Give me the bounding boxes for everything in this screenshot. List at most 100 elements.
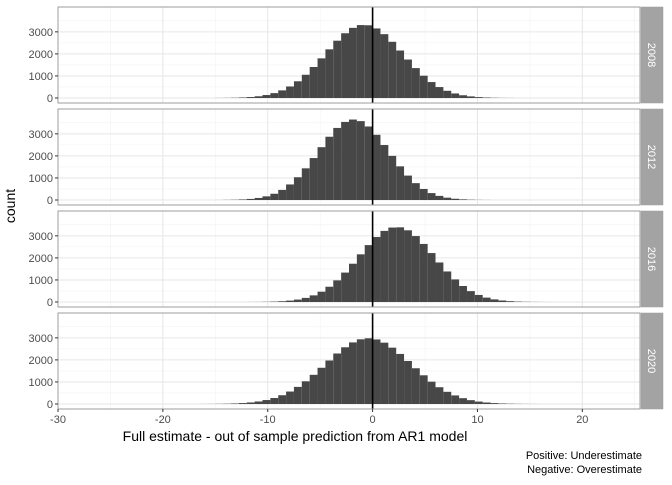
histogram-bar [459,398,467,404]
histogram-bar [380,34,388,98]
histogram-bar [420,244,428,302]
histogram-bar [412,183,420,200]
histogram-bar [341,122,349,200]
histogram-bar [506,301,514,302]
histogram-bar [286,184,294,200]
histogram-bar [365,126,373,200]
histogram-bar [436,387,444,404]
histogram-bar [388,42,396,98]
histogram-bar [451,279,459,302]
facet-strip-label: 2016 [645,247,657,271]
histogram-bar [302,381,310,404]
y-tick-label: 0 [47,297,53,309]
histogram-bar [428,382,436,404]
histogram-bar [333,354,341,404]
y-tick-label: 1000 [29,275,53,287]
histogram-bar [388,156,396,200]
histogram-bar [428,193,436,200]
histogram-bar [412,68,420,98]
histogram-bar [262,196,270,200]
histogram-bar [365,25,373,98]
histogram-bar [380,231,388,302]
histogram-bar [318,368,326,404]
histogram-bar [357,25,365,98]
histogram-bar [451,93,459,98]
histogram-bar [302,168,310,200]
histogram-bar [325,361,333,404]
histogram-bar [404,176,412,200]
histogram-bar [483,403,491,404]
histogram-bar [459,95,467,98]
y-tick-label: 2000 [29,355,53,367]
histogram-bar [325,137,333,200]
histogram-bar [302,75,310,98]
histogram-bar [239,403,247,404]
y-tick-label: 1000 [29,173,53,185]
y-tick-label: 3000 [29,129,53,141]
histogram-bar [278,395,286,404]
histogram-bar [286,301,294,302]
facet-panels: 0100020003000200801000200030002012010002… [29,7,663,411]
y-tick-label: 0 [47,195,53,207]
histogram-bar [436,262,444,302]
x-tick-label: 10 [471,414,483,426]
histogram-bar [278,90,286,98]
y-tick-label: 1000 [29,377,53,389]
histogram-bar [278,301,286,302]
histogram-bar [333,128,341,200]
histogram-bar [310,375,318,404]
histogram-bar [294,300,302,302]
histogram-bar [318,58,326,98]
facet-strip-label: 2008 [645,43,657,67]
histogram-bar [270,398,278,404]
histogram-bar [294,81,302,98]
histogram-bar [310,295,318,302]
y-tick-label: 3000 [29,333,53,345]
histogram-bar [420,375,428,404]
histogram-bar [451,199,459,200]
histogram-bar [443,271,451,302]
histogram-bar [498,301,506,302]
histogram-bar [443,198,451,200]
histogram-bar [294,387,302,404]
histogram-bar [475,97,483,98]
histogram-bar [365,338,373,404]
caption-line-negative: Negative: Overestimate [527,464,642,476]
histogram-bar [373,135,381,200]
histogram-bar [459,199,467,200]
histogram-bar [396,354,404,404]
histogram-bar [278,190,286,200]
histogram-bar [404,230,412,302]
histogram-bar [231,403,239,404]
histogram-bar [443,91,451,98]
histogram-bar [467,96,475,98]
histogram-bar [467,291,475,302]
y-tick-label: 3000 [29,231,53,243]
histogram-bar [270,194,278,200]
histogram-bar [349,264,357,302]
histogram-bar [451,395,459,404]
histogram-bar [404,361,412,404]
histogram-bar [436,196,444,200]
y-tick-label: 3000 [29,27,53,39]
histogram-bar [428,253,436,302]
facet-strip-label: 2012 [645,145,657,169]
histogram-bar [475,295,483,302]
y-tick-label: 2000 [29,49,53,61]
x-axis-title: Full estimate - out of sample prediction… [123,428,468,444]
histogram-bar [349,342,357,404]
histogram-bar [357,254,365,302]
histogram-bar [262,95,270,98]
histogram-bar [302,298,310,302]
histogram-bar [483,298,491,302]
histogram-bar [239,199,247,200]
histogram-bar [310,158,318,200]
histogram-bar [388,228,396,302]
histogram-bar [318,292,326,302]
histogram-bar [412,236,420,302]
histogram-bar [443,392,451,404]
